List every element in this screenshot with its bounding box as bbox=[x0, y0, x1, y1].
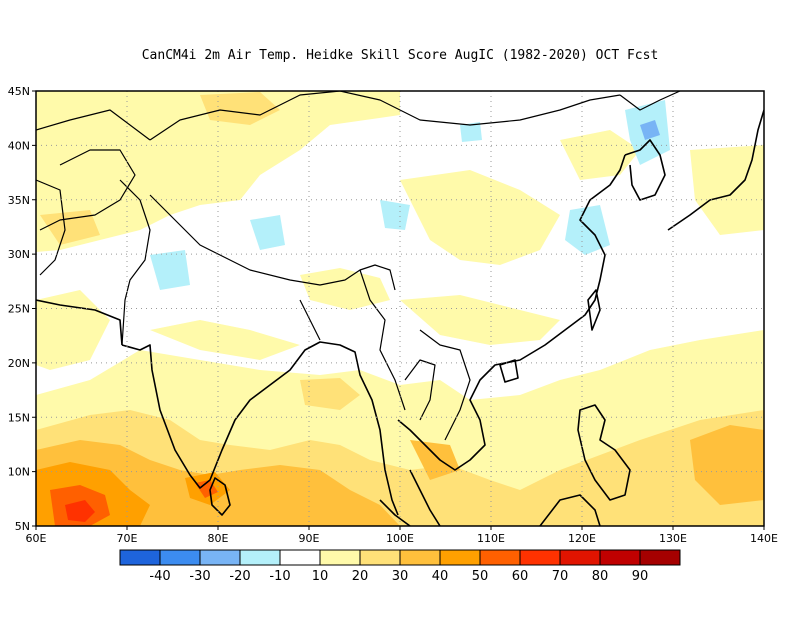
srilanka bbox=[209, 477, 231, 516]
colorbar-swatch bbox=[399, 549, 441, 566]
border-china-russia-ne bbox=[619, 91, 681, 111]
lon-tick-label: 80E bbox=[208, 532, 229, 545]
lat-tick-label: 10N bbox=[8, 466, 30, 479]
lon-tick-label: 130E bbox=[659, 532, 687, 545]
field-neg-10-pakistan bbox=[150, 250, 190, 290]
malaysia bbox=[409, 469, 441, 526]
colorbar-swatch bbox=[159, 549, 201, 566]
lat-tick-label: 15N bbox=[8, 411, 30, 424]
border-pakistan bbox=[119, 179, 151, 346]
taiwan bbox=[587, 289, 601, 331]
borneo bbox=[539, 494, 601, 526]
field-neg-10-tarim bbox=[380, 200, 410, 230]
colorbar-label: 30 bbox=[392, 569, 409, 584]
field-10-20-china-se bbox=[400, 295, 560, 345]
colorbar-label: 80 bbox=[592, 569, 609, 584]
field-neg-10-mongolia bbox=[460, 122, 482, 142]
colorbar-label: -10 bbox=[269, 569, 290, 584]
colorbar-label: -20 bbox=[229, 569, 250, 584]
colorbar-swatch bbox=[319, 549, 361, 566]
border-iran bbox=[36, 179, 66, 276]
colorbar-label: 40 bbox=[432, 569, 449, 584]
colorbar-label: -30 bbox=[189, 569, 210, 584]
colorbar-swatch bbox=[559, 549, 601, 566]
colorbar-swatch bbox=[639, 549, 681, 566]
border-laos-vietnam bbox=[419, 329, 471, 441]
border-burma bbox=[359, 269, 406, 411]
field-30-40-indochina bbox=[410, 440, 460, 480]
lat-tick-label: 20N bbox=[8, 357, 30, 370]
colorbar-swatch bbox=[439, 549, 481, 566]
field-neg-20-korea bbox=[640, 120, 660, 140]
border-central-asia bbox=[36, 109, 151, 141]
korea bbox=[624, 139, 666, 201]
lon-tick-label: 120E bbox=[568, 532, 596, 545]
colorbar: -40 -30 -20 -10 10 20 30 40 50 60 70 80 90 bbox=[119, 549, 681, 584]
arabia-coast bbox=[36, 299, 123, 346]
border-afghanistan bbox=[39, 149, 136, 231]
field-10-20-japan bbox=[690, 145, 764, 235]
field-60-70-core bbox=[65, 500, 95, 522]
colorbar-label: -40 bbox=[149, 569, 170, 584]
border-thailand bbox=[404, 359, 436, 421]
lon-tick-label: 60E bbox=[26, 532, 47, 545]
border-bangladesh bbox=[299, 299, 321, 341]
lon-tick-label: 100E bbox=[386, 532, 414, 545]
colorbar-swatch bbox=[119, 549, 161, 566]
country-borders bbox=[36, 91, 681, 441]
lat-tick-label: 5N bbox=[15, 520, 30, 533]
colorbar-label: 20 bbox=[352, 569, 369, 584]
lon-tick-label: 70E bbox=[117, 532, 138, 545]
field-20-30-north bbox=[200, 92, 280, 125]
lon-tick-label: 90E bbox=[299, 532, 320, 545]
colorbar-swatch bbox=[599, 549, 641, 566]
colorbar-swatch bbox=[359, 549, 401, 566]
india-coastline bbox=[121, 341, 399, 516]
field-10-20-bengal bbox=[300, 268, 390, 310]
colorbar-swatch bbox=[199, 549, 241, 566]
lat-tick-label: 35N bbox=[8, 194, 30, 207]
map-title: CanCM4i 2m Air Temp. Heidke Skill Score … bbox=[141, 48, 659, 63]
hainan bbox=[499, 359, 519, 383]
lat-tick-label: 25N bbox=[8, 303, 30, 316]
colorbar-swatch bbox=[519, 549, 561, 566]
field-10-20-tibet bbox=[400, 170, 560, 265]
colorbar-label: 10 bbox=[312, 569, 329, 584]
border-mongolia bbox=[339, 91, 621, 126]
field-30-40-east bbox=[690, 425, 764, 505]
lon-tick-label: 110E bbox=[477, 532, 505, 545]
sumatra bbox=[379, 499, 411, 526]
field-20-30-bay bbox=[300, 378, 360, 410]
border-china-kazakh bbox=[149, 91, 341, 141]
colorbar-swatch bbox=[279, 549, 321, 566]
colorbar-swatch bbox=[239, 549, 281, 566]
border-himalaya bbox=[149, 194, 396, 291]
colorbar-swatch bbox=[479, 549, 521, 566]
field-10-20-mongolia bbox=[560, 130, 640, 180]
field-neg-10-china bbox=[565, 205, 610, 255]
coastlines bbox=[36, 109, 764, 526]
lat-tick-label: 40N bbox=[8, 139, 30, 152]
field-neg-10-tibet bbox=[250, 215, 285, 250]
colorbar-label: 60 bbox=[512, 569, 529, 584]
colorbar-label: 50 bbox=[472, 569, 489, 584]
field-10-20-india bbox=[150, 320, 300, 360]
colorbar-label: 90 bbox=[632, 569, 649, 584]
lat-tick-label: 30N bbox=[8, 248, 30, 261]
colorbar-label: 70 bbox=[552, 569, 569, 584]
axis-ticks: 60E 70E 80E 90E 100E 110E 120E 130E 140E 5N 10N 15N… bbox=[8, 85, 778, 545]
philippines bbox=[577, 404, 631, 501]
lat-tick-label: 45N bbox=[8, 85, 30, 98]
lon-tick-label: 140E bbox=[750, 532, 778, 545]
japan bbox=[667, 109, 764, 231]
field-20-30-west bbox=[40, 210, 100, 245]
